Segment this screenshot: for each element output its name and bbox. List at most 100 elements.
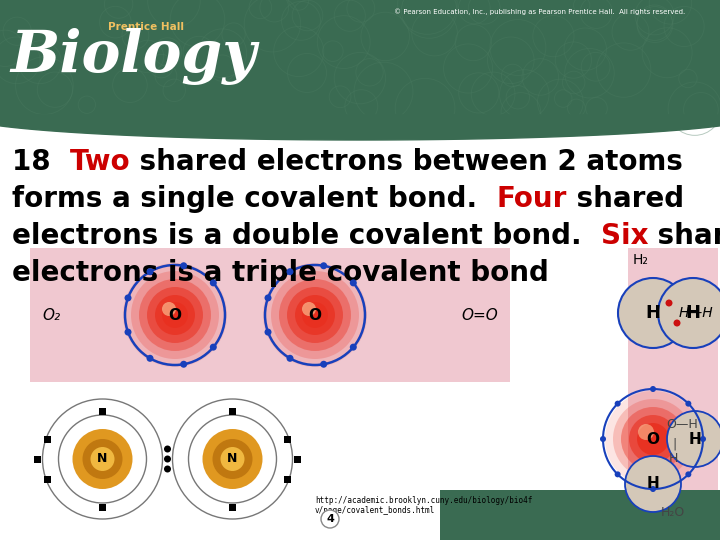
- Circle shape: [164, 446, 171, 453]
- Circle shape: [264, 329, 271, 335]
- Text: O: O: [168, 307, 181, 322]
- Text: N: N: [97, 453, 108, 465]
- Circle shape: [264, 294, 271, 301]
- Circle shape: [263, 263, 367, 367]
- Circle shape: [147, 287, 203, 343]
- Circle shape: [650, 386, 656, 392]
- Circle shape: [131, 271, 219, 359]
- Text: O₂: O₂: [42, 307, 60, 322]
- Circle shape: [700, 436, 706, 442]
- Circle shape: [350, 279, 357, 286]
- Circle shape: [83, 439, 122, 479]
- Circle shape: [625, 456, 681, 512]
- Circle shape: [271, 271, 359, 359]
- Bar: [294, 456, 301, 462]
- Circle shape: [180, 361, 187, 368]
- Bar: [229, 408, 236, 415]
- Circle shape: [162, 302, 188, 328]
- Circle shape: [279, 279, 351, 351]
- Circle shape: [637, 423, 669, 455]
- Bar: [99, 503, 106, 510]
- Text: H₂O: H₂O: [661, 505, 685, 518]
- Text: shared: shared: [649, 222, 720, 250]
- Circle shape: [320, 262, 327, 269]
- Circle shape: [621, 407, 685, 471]
- Circle shape: [658, 278, 720, 348]
- Text: shared: shared: [567, 185, 684, 213]
- Circle shape: [125, 329, 132, 335]
- Circle shape: [302, 302, 328, 328]
- Circle shape: [320, 361, 327, 368]
- Circle shape: [123, 263, 227, 367]
- Text: H: H: [688, 431, 701, 447]
- Text: |: |: [672, 437, 676, 450]
- Bar: [284, 476, 291, 483]
- Text: Prentice Hall: Prentice Hall: [108, 22, 184, 32]
- Circle shape: [685, 471, 691, 477]
- Bar: [44, 476, 51, 483]
- Text: O: O: [647, 431, 660, 447]
- Circle shape: [350, 343, 357, 350]
- Circle shape: [73, 429, 132, 489]
- Text: H: H: [669, 453, 678, 465]
- Circle shape: [638, 424, 654, 440]
- Circle shape: [212, 439, 253, 479]
- Circle shape: [202, 429, 263, 489]
- Text: Two: Two: [70, 148, 130, 176]
- Circle shape: [180, 262, 187, 269]
- Text: electrons is a triple covalent bond: electrons is a triple covalent bond: [12, 259, 549, 287]
- Bar: [34, 456, 41, 462]
- Circle shape: [650, 486, 656, 492]
- Circle shape: [600, 436, 606, 442]
- Circle shape: [146, 355, 153, 362]
- Circle shape: [162, 302, 176, 316]
- Text: 18: 18: [12, 148, 70, 176]
- Text: O: O: [308, 307, 322, 322]
- Circle shape: [155, 295, 195, 335]
- Circle shape: [287, 268, 294, 275]
- Circle shape: [665, 300, 672, 307]
- Text: N: N: [228, 453, 238, 465]
- Circle shape: [125, 294, 132, 301]
- Text: O=O: O=O: [462, 307, 498, 322]
- Text: Four: Four: [496, 185, 567, 213]
- Bar: [30, 248, 510, 382]
- Circle shape: [210, 343, 217, 350]
- Text: H—H: H—H: [678, 306, 713, 320]
- Circle shape: [615, 471, 621, 477]
- Circle shape: [302, 302, 316, 316]
- Circle shape: [164, 465, 171, 472]
- Bar: [99, 408, 106, 415]
- Bar: [229, 503, 236, 510]
- Text: forms a single covalent bond.: forms a single covalent bond.: [12, 185, 496, 213]
- Text: H: H: [646, 304, 660, 322]
- Circle shape: [321, 510, 339, 528]
- Circle shape: [605, 391, 701, 487]
- Text: 4: 4: [326, 514, 334, 524]
- Text: Six: Six: [601, 222, 649, 250]
- Text: O—H: O—H: [666, 417, 698, 430]
- Text: shared electrons between 2 atoms: shared electrons between 2 atoms: [130, 148, 683, 176]
- Text: H₂: H₂: [633, 253, 649, 267]
- Circle shape: [629, 415, 677, 463]
- Circle shape: [615, 401, 621, 407]
- Bar: [628, 368, 718, 530]
- Bar: [0, 115, 720, 540]
- Bar: [628, 248, 718, 368]
- Circle shape: [210, 279, 217, 286]
- Circle shape: [146, 268, 153, 275]
- Circle shape: [613, 399, 693, 479]
- Circle shape: [287, 355, 294, 362]
- Text: electrons is a double covalent bond.: electrons is a double covalent bond.: [12, 222, 601, 250]
- Circle shape: [220, 447, 245, 471]
- Bar: [284, 435, 291, 442]
- Bar: [0, 0, 720, 115]
- Circle shape: [673, 320, 680, 327]
- Circle shape: [139, 279, 211, 351]
- Circle shape: [295, 295, 335, 335]
- Circle shape: [287, 287, 343, 343]
- Circle shape: [164, 456, 171, 462]
- Circle shape: [685, 401, 691, 407]
- Text: http://academic.brooklyn.cuny.edu/biology/bio4f
v/page/covalent_bonds.html: http://academic.brooklyn.cuny.edu/biolog…: [315, 496, 532, 515]
- Circle shape: [618, 278, 688, 348]
